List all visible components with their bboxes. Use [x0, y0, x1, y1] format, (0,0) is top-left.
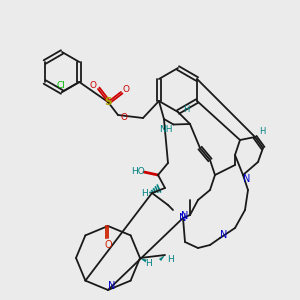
Text: O: O — [122, 85, 130, 94]
Text: N: N — [220, 230, 228, 240]
Text: O: O — [121, 112, 128, 122]
Text: H: H — [259, 128, 265, 136]
Text: N: N — [108, 281, 116, 291]
Text: S: S — [104, 97, 112, 107]
Text: N: N — [179, 213, 187, 223]
Text: H: H — [183, 104, 189, 113]
Text: Cl: Cl — [57, 80, 65, 89]
Polygon shape — [159, 255, 165, 261]
Text: O: O — [89, 82, 97, 91]
Text: O: O — [104, 240, 112, 250]
Text: NH: NH — [159, 125, 172, 134]
Polygon shape — [140, 258, 147, 262]
Text: H: H — [145, 259, 152, 268]
Text: H: H — [167, 256, 173, 265]
Text: N: N — [243, 174, 251, 184]
Text: H: H — [142, 188, 148, 197]
Text: HO: HO — [131, 167, 145, 176]
Text: N: N — [181, 211, 189, 221]
